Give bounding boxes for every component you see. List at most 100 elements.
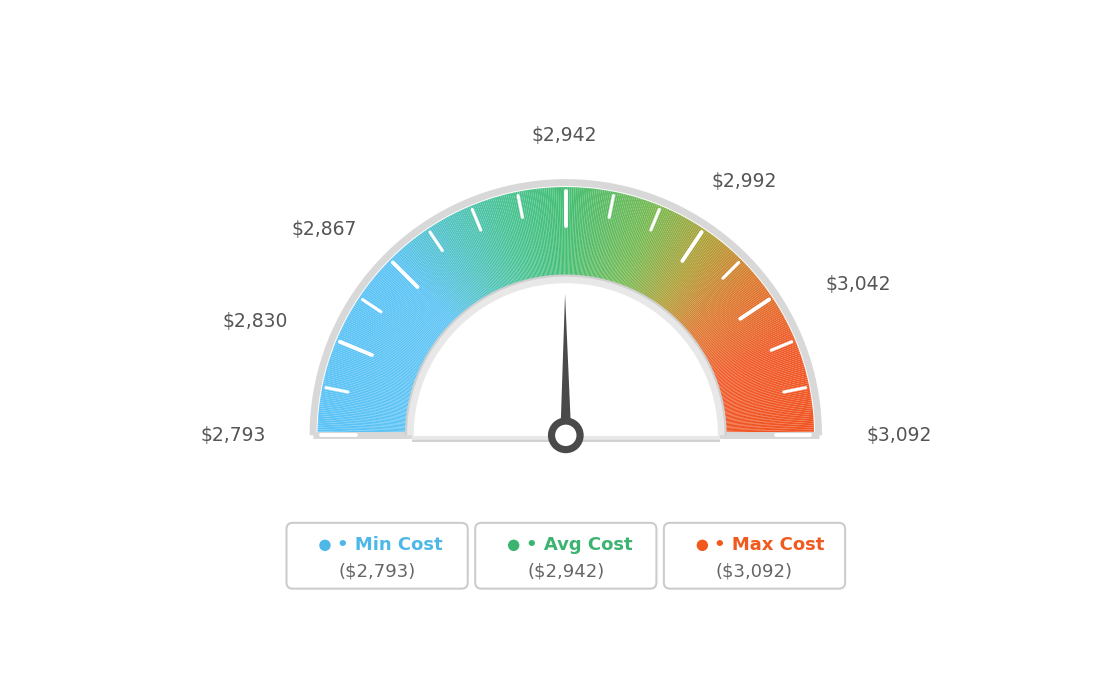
Wedge shape xyxy=(392,257,458,326)
Wedge shape xyxy=(469,206,507,294)
Wedge shape xyxy=(714,368,805,395)
Wedge shape xyxy=(350,310,433,359)
Wedge shape xyxy=(703,323,788,366)
Wedge shape xyxy=(320,398,414,414)
Wedge shape xyxy=(369,283,444,342)
Wedge shape xyxy=(516,192,535,284)
Wedge shape xyxy=(719,406,813,418)
Wedge shape xyxy=(475,204,510,293)
Wedge shape xyxy=(393,256,459,325)
Text: • Min Cost: • Min Cost xyxy=(337,536,443,554)
Wedge shape xyxy=(481,201,514,290)
Wedge shape xyxy=(518,191,537,284)
Wedge shape xyxy=(564,187,566,282)
Wedge shape xyxy=(719,402,813,416)
Wedge shape xyxy=(337,339,424,377)
Wedge shape xyxy=(712,360,803,390)
Wedge shape xyxy=(542,188,552,282)
Wedge shape xyxy=(716,389,810,408)
Wedge shape xyxy=(318,429,412,433)
Wedge shape xyxy=(491,198,521,288)
Wedge shape xyxy=(443,219,490,302)
Wedge shape xyxy=(690,288,766,345)
Wedge shape xyxy=(380,270,452,333)
Wedge shape xyxy=(549,188,556,282)
Wedge shape xyxy=(544,188,554,282)
Wedge shape xyxy=(352,307,434,357)
Wedge shape xyxy=(335,344,423,380)
Text: ($3,092): ($3,092) xyxy=(716,562,793,580)
Text: $3,042: $3,042 xyxy=(826,275,891,294)
Wedge shape xyxy=(321,393,414,410)
Wedge shape xyxy=(357,301,436,353)
Wedge shape xyxy=(703,324,788,368)
Wedge shape xyxy=(554,187,560,282)
Wedge shape xyxy=(584,189,597,283)
Wedge shape xyxy=(511,193,533,285)
Wedge shape xyxy=(527,190,543,284)
Wedge shape xyxy=(519,191,538,284)
Wedge shape xyxy=(394,255,460,324)
Wedge shape xyxy=(400,249,464,321)
Wedge shape xyxy=(363,291,440,347)
Wedge shape xyxy=(603,195,627,286)
Wedge shape xyxy=(348,316,431,362)
Wedge shape xyxy=(556,187,561,282)
Wedge shape xyxy=(320,397,414,413)
Wedge shape xyxy=(594,191,613,284)
Wedge shape xyxy=(326,370,417,396)
Wedge shape xyxy=(712,357,802,388)
Wedge shape xyxy=(585,189,598,283)
Wedge shape xyxy=(388,262,456,328)
Wedge shape xyxy=(595,191,614,284)
Wedge shape xyxy=(523,190,541,284)
Wedge shape xyxy=(353,306,435,356)
Wedge shape xyxy=(533,189,546,283)
Wedge shape xyxy=(376,273,449,335)
Wedge shape xyxy=(425,230,479,308)
Text: $3,092: $3,092 xyxy=(867,426,932,445)
Wedge shape xyxy=(448,216,493,300)
Wedge shape xyxy=(591,190,608,284)
Wedge shape xyxy=(618,201,651,291)
Wedge shape xyxy=(420,233,476,310)
Wedge shape xyxy=(326,372,417,397)
Wedge shape xyxy=(643,219,690,302)
Wedge shape xyxy=(718,398,811,414)
Wedge shape xyxy=(506,194,530,286)
Wedge shape xyxy=(415,237,474,313)
Circle shape xyxy=(697,540,708,551)
Text: $2,867: $2,867 xyxy=(291,220,357,239)
Wedge shape xyxy=(715,375,807,400)
Wedge shape xyxy=(682,273,755,335)
Wedge shape xyxy=(608,197,637,288)
Wedge shape xyxy=(373,277,447,338)
Wedge shape xyxy=(464,208,503,295)
Text: $2,830: $2,830 xyxy=(222,312,288,331)
Wedge shape xyxy=(693,296,772,350)
Wedge shape xyxy=(669,250,733,322)
Wedge shape xyxy=(318,428,412,432)
Wedge shape xyxy=(500,195,527,287)
Wedge shape xyxy=(335,342,423,379)
Wedge shape xyxy=(611,198,640,288)
Wedge shape xyxy=(341,328,427,370)
Wedge shape xyxy=(340,330,426,371)
Wedge shape xyxy=(719,408,813,420)
FancyBboxPatch shape xyxy=(475,523,657,589)
Wedge shape xyxy=(546,188,555,282)
Wedge shape xyxy=(460,210,501,296)
Wedge shape xyxy=(569,187,572,282)
Wedge shape xyxy=(385,264,455,330)
Wedge shape xyxy=(552,188,559,282)
Wedge shape xyxy=(375,274,448,336)
Wedge shape xyxy=(446,217,492,300)
Wedge shape xyxy=(692,294,771,349)
Wedge shape xyxy=(676,262,744,328)
Wedge shape xyxy=(433,225,485,306)
Wedge shape xyxy=(526,190,542,284)
Wedge shape xyxy=(322,387,415,406)
Wedge shape xyxy=(322,383,415,404)
Wedge shape xyxy=(537,188,549,282)
Wedge shape xyxy=(586,189,601,283)
